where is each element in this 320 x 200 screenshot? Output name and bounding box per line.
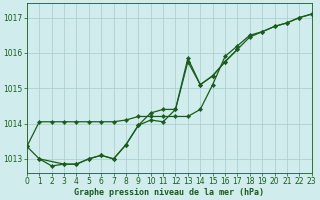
X-axis label: Graphe pression niveau de la mer (hPa): Graphe pression niveau de la mer (hPa) xyxy=(74,188,264,197)
